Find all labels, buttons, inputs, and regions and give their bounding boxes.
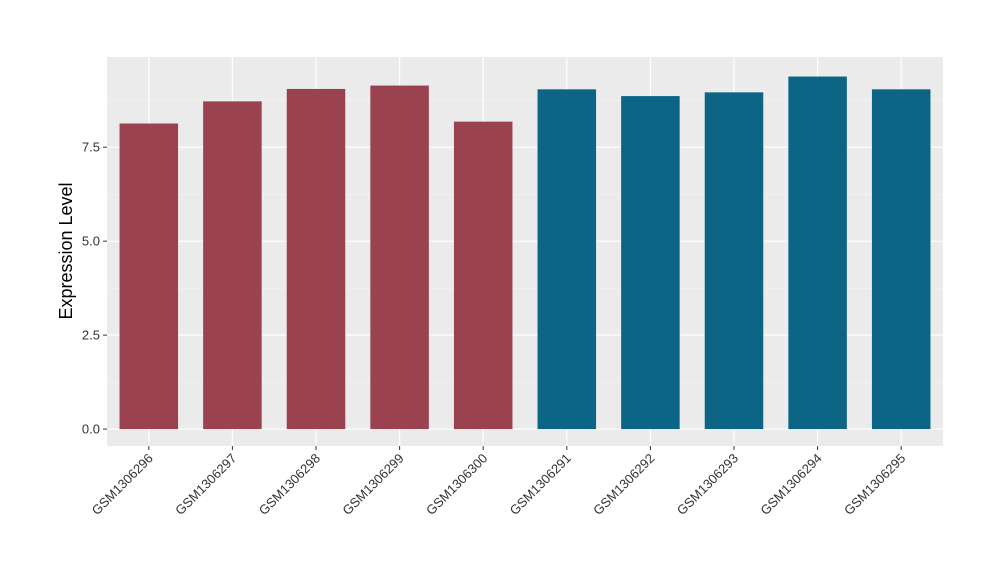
y-tick-label: 5.0	[82, 234, 100, 249]
bar-GSM1306300	[453, 121, 513, 430]
bar-GSM1306292	[621, 96, 680, 430]
x-tick-label: GSM1306297	[172, 451, 239, 518]
bar-GSM1306296	[119, 123, 179, 430]
x-tick-label: GSM1306291	[507, 451, 574, 518]
y-axis-title: Expression Level	[56, 182, 76, 319]
y-tick-label: 7.5	[82, 140, 100, 155]
x-tick-label: GSM1306293	[674, 451, 741, 518]
x-tick-label: GSM1306300	[423, 451, 490, 518]
x-tick-label: GSM1306295	[841, 451, 908, 518]
bar-GSM1306291	[537, 89, 597, 430]
x-tick-label: GSM1306294	[757, 451, 824, 518]
x-tick-label: GSM1306296	[89, 451, 156, 518]
x-tick-label: GSM1306298	[256, 451, 323, 518]
bar-GSM1306299	[370, 85, 429, 430]
bar-GSM1306294	[788, 76, 847, 430]
y-axis: 0.0 2.5 5.0 7.5	[82, 140, 107, 437]
bar-GSM1306293	[704, 92, 764, 430]
x-tick-label: GSM1306299	[339, 451, 406, 518]
x-axis: GSM1306296 GSM1306297 GSM1306298 GSM1306299…	[89, 446, 908, 518]
y-tick-label: 0.0	[82, 422, 100, 437]
bar-GSM1306297	[203, 101, 262, 430]
bars	[119, 76, 931, 430]
y-tick-label: 2.5	[82, 328, 100, 343]
bar-GSM1306298	[286, 88, 346, 430]
x-tick-label: GSM1306292	[590, 451, 657, 518]
bar-GSM1306295	[871, 89, 931, 430]
